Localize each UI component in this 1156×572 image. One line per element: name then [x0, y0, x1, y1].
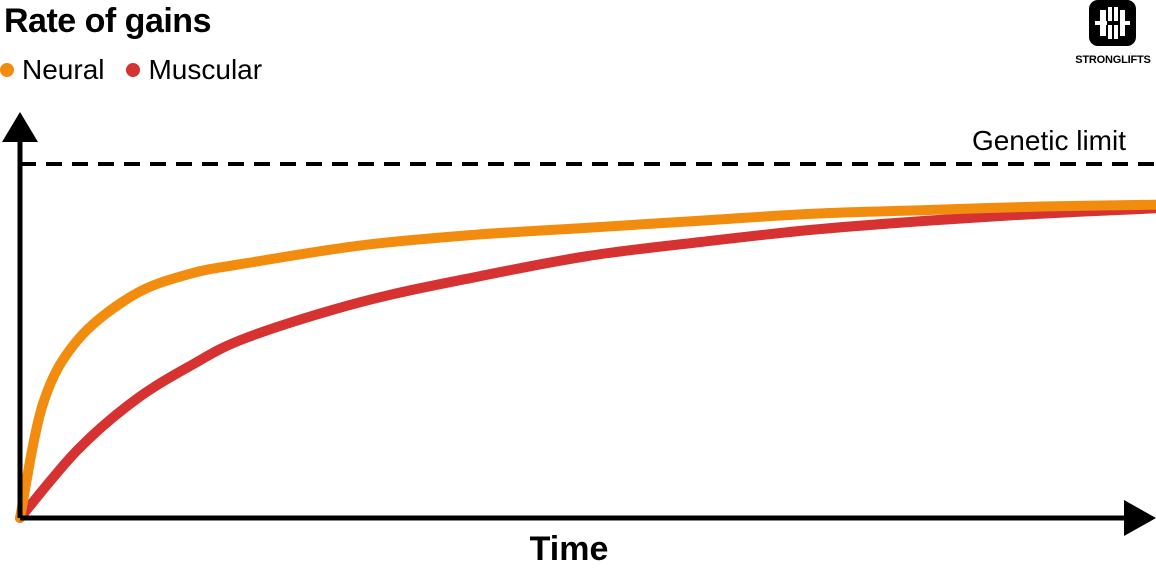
legend: Neural Muscular: [0, 56, 284, 84]
y-axis-arrow-icon: [2, 112, 38, 142]
legend-swatch-neural: [0, 63, 14, 77]
legend-label-muscular: Muscular: [148, 54, 263, 85]
stronglifts-logo: STRONGLIFTS: [1070, 0, 1156, 70]
legend-label-neural: Neural: [22, 54, 105, 85]
plot-area: [15, 162, 1156, 523]
x-axis-arrow-icon: [1124, 500, 1156, 536]
legend-item-muscular: Muscular: [126, 56, 262, 84]
series-line-muscular: [15, 203, 1156, 523]
x-axis-title: Time: [530, 530, 609, 568]
legend-swatch-muscular: [126, 63, 141, 77]
legend-item-neural: Neural: [0, 56, 104, 84]
genetic-limit-label: Genetic limit: [972, 125, 1126, 156]
barbell-icon-graphic: [1095, 7, 1130, 39]
series-line-neural: [15, 199, 1156, 523]
axes: [2, 112, 1156, 536]
chart-title: Rate of gains: [4, 2, 211, 40]
logo-wordmark: STRONGLIFTS: [1075, 54, 1151, 66]
barbell-icon: [1089, 0, 1136, 46]
